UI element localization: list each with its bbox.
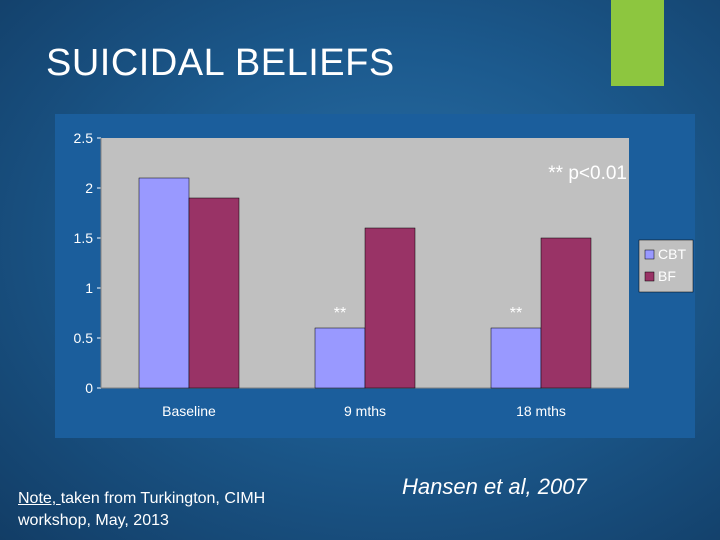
note-label: Note, bbox=[18, 490, 61, 507]
source-note: Note, taken from Turkington, CIMH worksh… bbox=[18, 488, 265, 532]
significance-marker: ** bbox=[510, 305, 522, 322]
bar-cbt-18-mths bbox=[490, 327, 542, 389]
legend-label-bf: BF bbox=[658, 268, 676, 284]
significance-note: ** p<0.01 bbox=[548, 163, 627, 184]
y-tick-label: 0 bbox=[85, 380, 93, 396]
note-text-line1: taken from Turkington, CIMH bbox=[60, 490, 266, 507]
bar-chart: 0 0.5 1 1.5 2 2.5 Baseline 9 mths ** 18 mths ** ** … bbox=[74, 130, 694, 419]
legend-label-cbt: CBT bbox=[658, 246, 686, 262]
significance-marker: ** bbox=[334, 305, 346, 322]
bar-cbt-9-mths bbox=[314, 327, 366, 389]
x-tick-label: 9 mths bbox=[344, 403, 386, 419]
legend-swatch-bf bbox=[644, 271, 655, 282]
y-tick-label: 2 bbox=[85, 180, 93, 196]
note-text-line2: workshop, May, 2013 bbox=[18, 512, 169, 529]
y-tick-label: 1.5 bbox=[74, 230, 94, 246]
slide-title: SUICIDAL BELIEFS bbox=[46, 42, 395, 84]
chart-panel: 0 0.5 1 1.5 2 2.5 Baseline 9 mths ** 18 mths ** ** … bbox=[55, 114, 695, 438]
legend-swatch-cbt bbox=[644, 249, 655, 260]
y-tick-label: 0.5 bbox=[74, 330, 94, 346]
bar-bf-9-mths bbox=[364, 227, 416, 389]
y-tick-label: 1 bbox=[85, 280, 93, 296]
x-tick-label: 18 mths bbox=[516, 403, 566, 419]
accent-box bbox=[611, 0, 664, 86]
legend bbox=[638, 239, 694, 293]
y-tick-label: 2.5 bbox=[74, 130, 94, 146]
bar-cbt-baseline bbox=[138, 177, 190, 389]
bar-bf-baseline bbox=[188, 197, 240, 389]
x-tick-label: Baseline bbox=[162, 403, 216, 419]
bar-bf-18-mths bbox=[540, 237, 592, 389]
citation: Hansen et al, 2007 bbox=[402, 474, 587, 499]
